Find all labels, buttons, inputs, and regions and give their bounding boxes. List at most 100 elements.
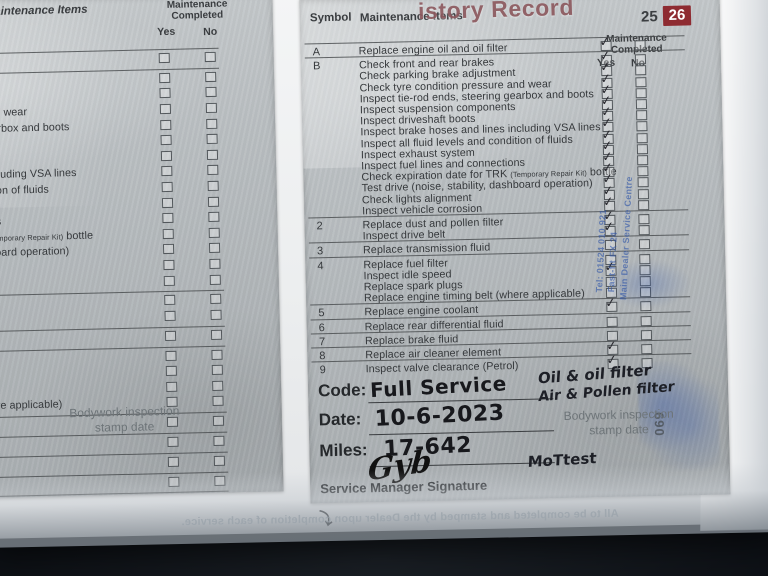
checkbox-no[interactable] [636,143,649,155]
checkbox-yes[interactable] [167,456,180,467]
checkbox-no[interactable] [205,102,218,114]
date-value: 10-6-2023 [374,400,506,432]
checkbox-no[interactable] [637,177,649,188]
row-symbol: 9 [319,364,326,377]
checkbox-no[interactable] [211,364,223,376]
checkbox-no[interactable] [635,65,647,76]
checkbox-no[interactable] [638,214,650,225]
checkbox-no[interactable] [214,475,226,486]
checkbox-no[interactable] [638,199,650,211]
checkbox-no[interactable] [639,276,651,287]
page-number-group: 25 26 [641,5,692,27]
checkbox-no[interactable] [208,211,220,223]
checkbox-yes[interactable] [161,197,174,208]
checkbox-no[interactable] [637,166,649,177]
checkbox-no[interactable] [206,133,218,145]
checkbox-no[interactable] [205,71,217,82]
checkbox-no[interactable] [634,54,647,65]
checkbox-no[interactable] [639,264,651,276]
checkbox-no[interactable] [641,344,653,355]
checkbox-yes[interactable] [162,244,175,255]
code-value: Full Service [369,371,508,403]
checkbox-no[interactable] [209,274,221,285]
maintenance-item: Inspect all fluid levels and condition o… [0,183,50,201]
checkbox-yes[interactable] [164,330,177,341]
checkbox-yes[interactable] [163,275,175,286]
checkbox-no[interactable] [637,155,649,166]
checkbox-no[interactable] [640,301,652,312]
code-label: Code: [317,380,367,401]
check-mark-icon: ✓ [602,194,615,211]
checkbox-yes[interactable] [160,119,172,130]
checkbox-yes[interactable] [162,228,174,239]
row-separator [0,471,229,482]
maintenance-item: Inspect fuel lines and connections [0,216,1,232]
checkbox-no[interactable] [639,253,651,264]
checkbox-yes[interactable] [165,365,177,377]
checkbox-no[interactable] [635,99,648,110]
checkbox-no[interactable] [634,40,646,51]
left-page-sheet: Maintenance Items Maintenance Completed … [0,0,284,501]
checkbox-yes[interactable] [160,150,173,161]
checkbox-yes[interactable] [159,88,171,99]
checkbox-yes[interactable] [164,295,176,306]
checkbox-no[interactable] [637,188,649,199]
checkbox-no[interactable] [208,227,220,238]
right-header-symbol: Symbol [309,11,352,25]
checkbox-yes[interactable] [160,135,172,146]
checkbox-no[interactable] [640,329,653,341]
handwritten-note-mot-test: MoTtest [527,449,597,472]
checkbox-no[interactable] [209,258,221,270]
left-header-maintenance-items: Maintenance Items [0,3,88,19]
checkbox-yes[interactable] [164,310,176,322]
checkbox-no[interactable] [635,76,647,87]
checkbox-no[interactable] [638,239,651,250]
checkbox-no[interactable] [208,243,221,254]
checkbox-no[interactable] [636,132,648,143]
maintenance-item: Inspect brake hoses and lines including … [0,167,77,184]
checkbox-no[interactable] [210,309,222,321]
maintenance-item: Inspect tie-rod ends, steering gearbox a… [0,120,70,138]
checkbox-yes[interactable] [159,72,171,83]
maintenance-item: Test drive (noise, stability, dashboard … [0,245,70,263]
checkbox-yes[interactable] [168,476,180,487]
date-label: Date: [318,409,362,430]
checkbox-no[interactable] [207,196,220,207]
checkbox-yes[interactable] [167,436,179,448]
checkbox-yes[interactable] [163,259,175,271]
checkbox-no[interactable] [635,87,647,99]
check-mark-icon: ✓ [598,34,612,51]
checkbox-no[interactable] [207,165,219,176]
row-symbol: 4 [317,259,324,272]
checkbox-yes[interactable] [161,166,173,177]
checkbox-no[interactable] [210,294,222,305]
signature-caption: Service Manager Signature [320,477,488,497]
right-bodywork-stamp-area: Bodywork inspection stamp date [563,406,674,438]
checkbox-no[interactable] [211,349,223,360]
checkbox-no[interactable] [205,87,217,98]
checkbox-no[interactable] [638,225,650,236]
checkbox-no[interactable] [636,110,648,121]
checkbox-no[interactable] [206,118,218,129]
checkbox-yes[interactable] [158,52,170,64]
checkbox-no[interactable] [207,180,219,192]
checkbox-no[interactable] [206,149,219,160]
checkbox-yes[interactable] [161,181,173,193]
row-separator [0,325,225,336]
checkbox-no[interactable] [210,329,223,340]
checkbox-no[interactable] [213,435,225,446]
checkbox-yes[interactable] [162,213,174,224]
checkbox-yes[interactable] [606,316,618,327]
checkbox-no[interactable] [639,287,652,298]
checkbox-yes[interactable] [159,103,172,115]
checkbox-no[interactable] [640,315,652,326]
checkbox-no[interactable] [204,51,216,63]
checkbox-yes[interactable] [166,381,178,392]
checkbox-no[interactable] [636,121,648,132]
row-symbol: B [312,60,321,73]
checkbox-yes[interactable] [165,350,177,361]
check-mark-icon: ✓ [605,338,619,355]
checkbox-no[interactable] [213,455,226,466]
checkbox-no[interactable] [212,380,224,391]
